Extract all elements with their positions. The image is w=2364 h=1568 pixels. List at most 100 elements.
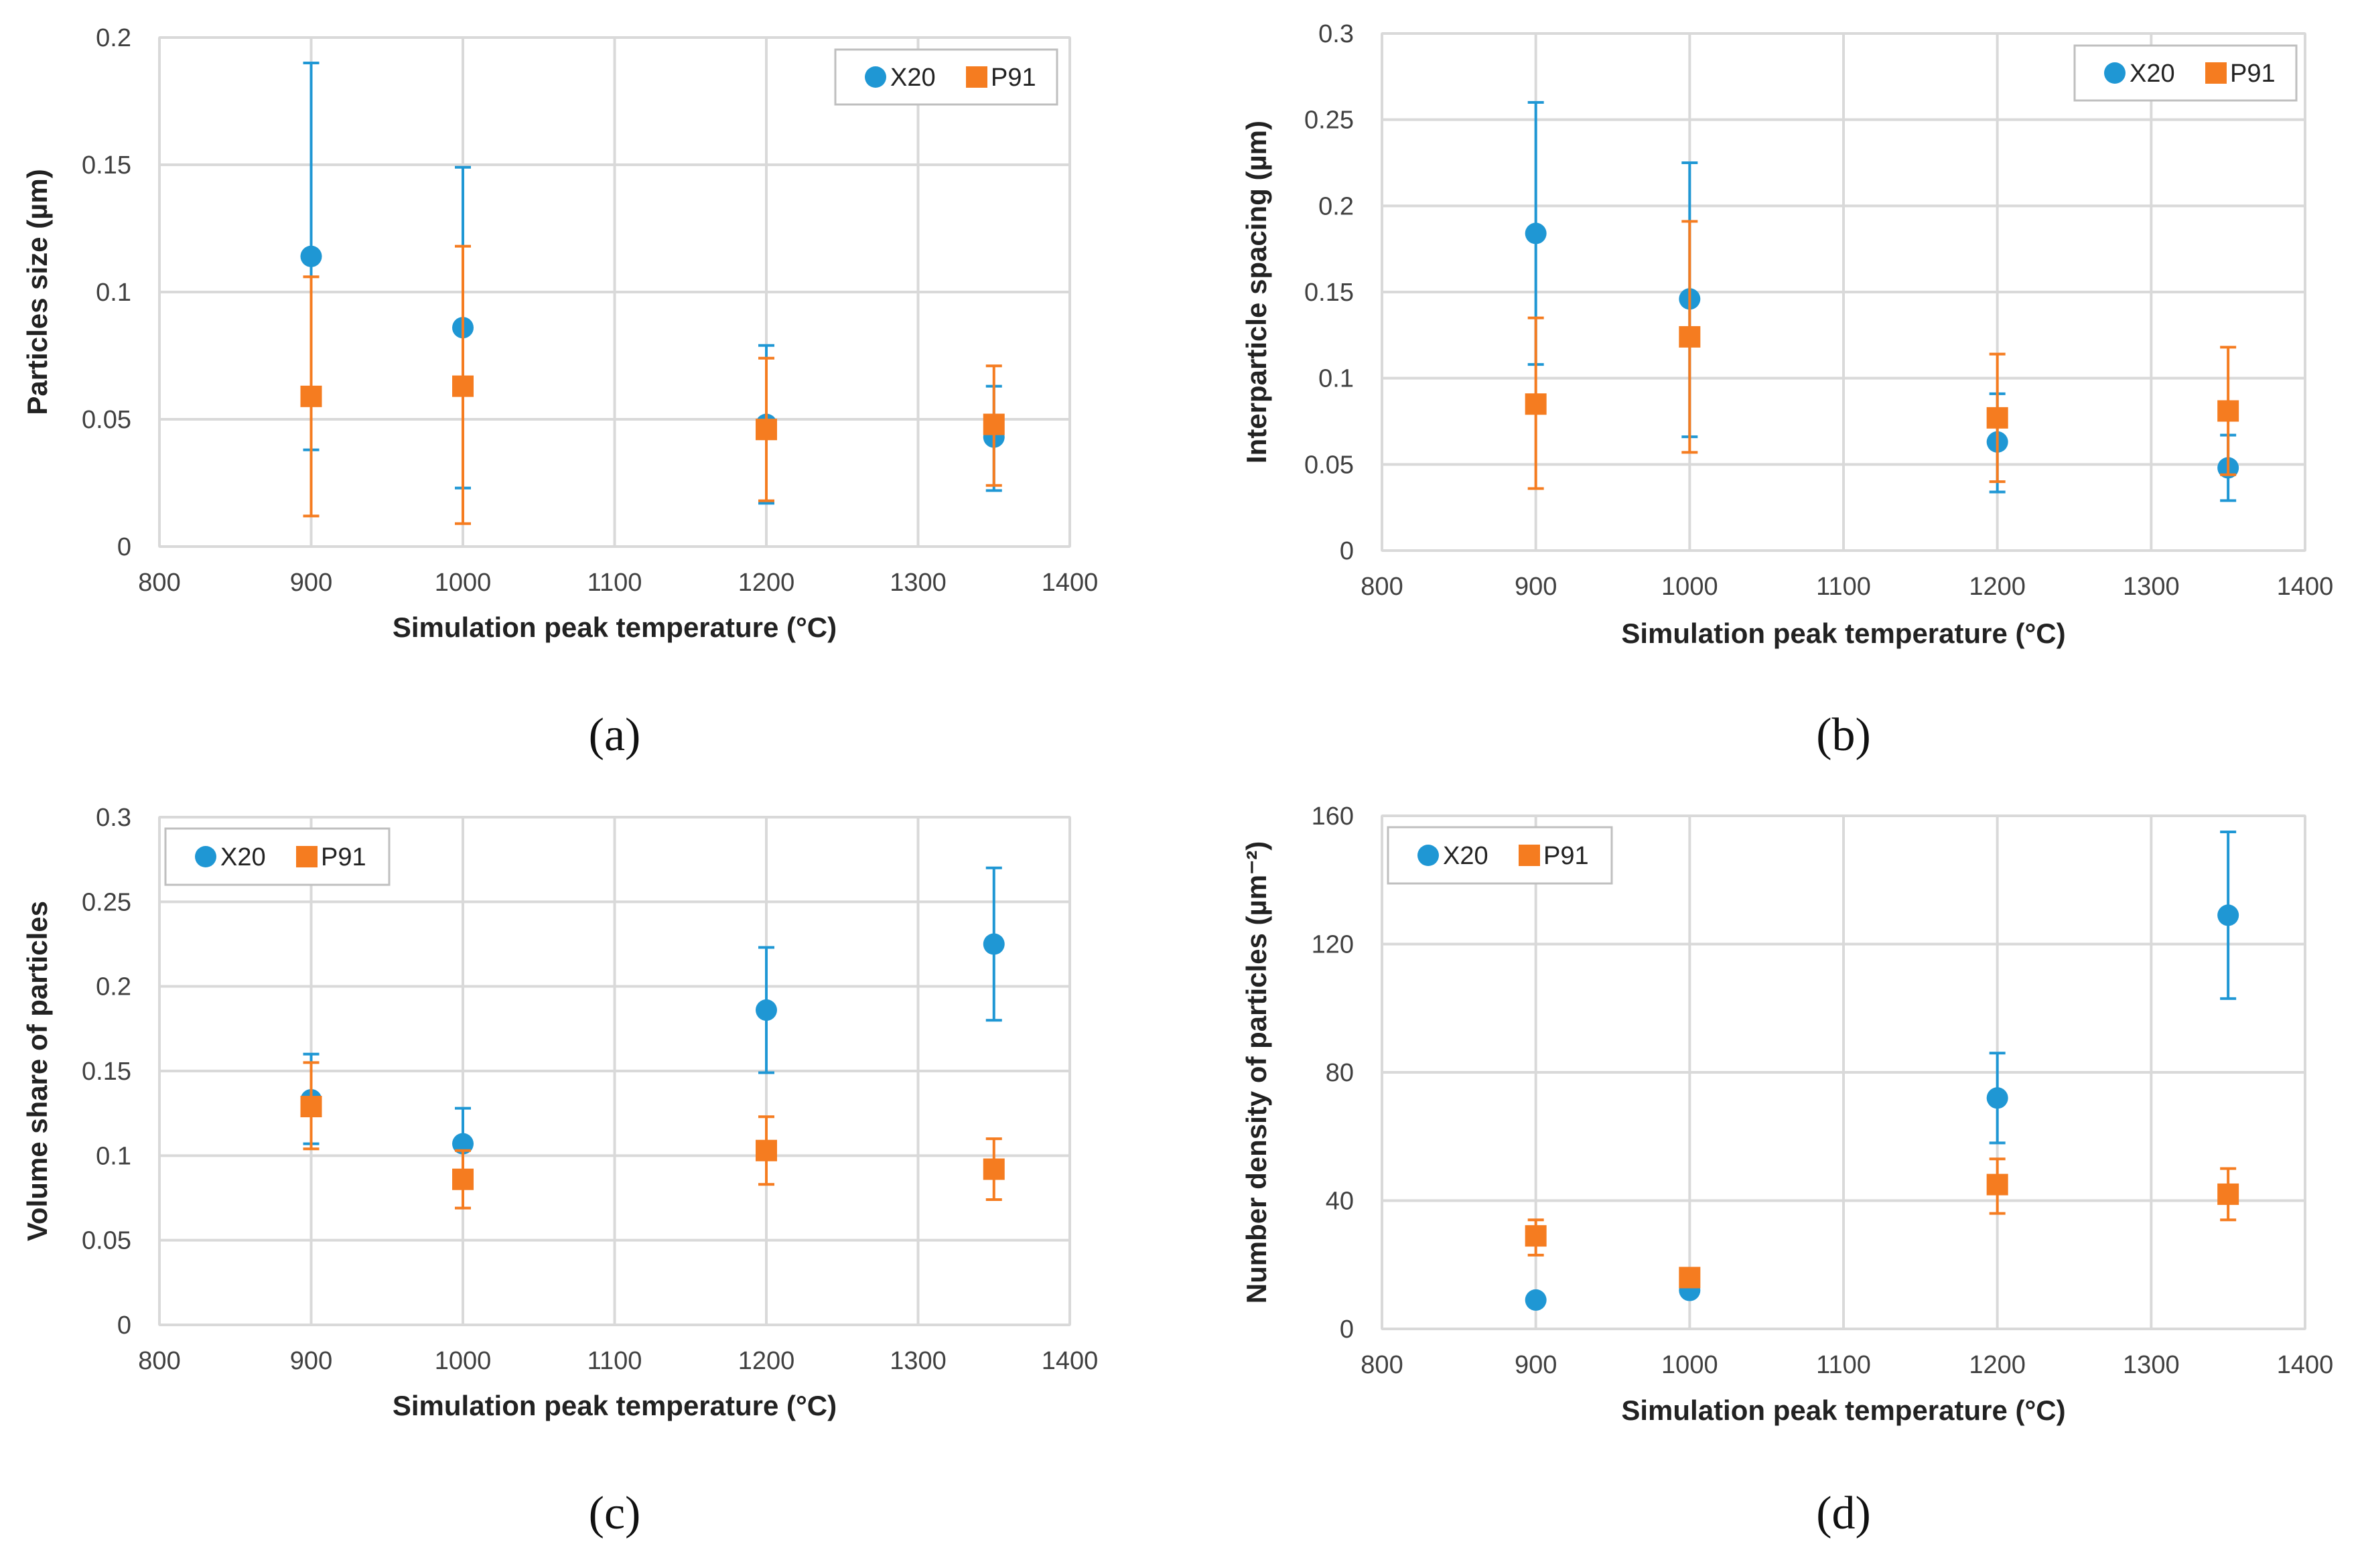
y-tick-label: 80: [1326, 1059, 1354, 1087]
data-point-p91: [300, 1096, 322, 1118]
y-tick-label: 120: [1312, 931, 1354, 959]
y-tick-label: 0.25: [1304, 106, 1354, 135]
legend: X20 P91: [2073, 44, 2298, 102]
x-tick-label: 1000: [435, 569, 492, 597]
series-x20: [300, 866, 1005, 1181]
y-tick-label: 0.05: [82, 406, 131, 434]
legend-marker-p91: [966, 66, 987, 88]
legend-label-x20: X20: [1443, 842, 1488, 870]
x-tick-label: 900: [1515, 1351, 1557, 1379]
y-tick-label: 0.05: [82, 1227, 131, 1255]
x-tick-label: 1200: [738, 569, 795, 597]
x-tick-label: 1300: [890, 569, 947, 597]
x-tick-label: 1400: [2277, 573, 2334, 601]
chart-panel-c: 800 900 1000 1100 1200 1300 1400 0 0.05 0.1 0.15 0.…: [21, 804, 1098, 1539]
y-tick-label: 0.2: [1318, 192, 1354, 220]
data-point-p91: [300, 385, 322, 407]
x-tick-label: 1300: [2123, 1351, 2180, 1379]
x-tick-label: 1200: [738, 1347, 795, 1375]
series-p91: [300, 244, 1005, 525]
series-x20: [1525, 100, 2239, 502]
y-tick-label: 0.05: [1304, 451, 1354, 479]
legend-marker-p91: [2205, 62, 2227, 84]
x-tick-label: 900: [1515, 573, 1557, 601]
legend-label-p91: P91: [321, 843, 366, 871]
data-point-x20: [1986, 1087, 2008, 1109]
x-tick-label: 1200: [1969, 573, 2026, 601]
y-tick-label: 0.1: [96, 1142, 131, 1170]
x-tick-label: 800: [1361, 573, 1403, 601]
x-tick-label: 1100: [587, 1347, 642, 1375]
legend-label-p91: P91: [1543, 842, 1589, 870]
series-p91: [300, 1061, 1005, 1210]
data-point-p91: [983, 413, 1005, 435]
y-tick-label: 0.15: [1304, 279, 1354, 307]
data-point-p91: [1679, 1267, 1701, 1289]
panel-label: (d): [1816, 1488, 1871, 1539]
x-tick-label: 1100: [587, 569, 642, 597]
data-point-p91: [452, 1168, 474, 1190]
legend-marker-x20: [1417, 845, 1439, 866]
legend-marker-x20: [2104, 62, 2126, 84]
series-x20: [300, 62, 1005, 505]
x-tick-label: 1300: [890, 1347, 947, 1375]
data-point-p91: [756, 1139, 777, 1161]
legend-marker-x20: [195, 846, 216, 867]
x-tick-label: 1400: [1042, 1347, 1099, 1375]
data-point-p91: [1986, 1173, 2008, 1196]
legend-marker-p91: [296, 846, 318, 867]
data-point-p91: [756, 419, 777, 441]
chart-panel-d: 800 900 1000 1100 1200 1300 1400 0 40 80 120 160 Sim…: [1241, 802, 2333, 1539]
data-point-p91: [2217, 1183, 2239, 1205]
data-point-p91: [1525, 393, 1547, 415]
x-tick-label: 1400: [2277, 1351, 2334, 1379]
y-tick-label: 40: [1326, 1188, 1354, 1216]
y-tick-label: 160: [1312, 802, 1354, 831]
legend-label-x20: X20: [220, 843, 266, 871]
x-tick-label: 1300: [2123, 573, 2180, 601]
x-tick-label: 1100: [1816, 1351, 1871, 1379]
y-tick-label: 0.3: [96, 804, 131, 832]
legend: X20 P91: [834, 48, 1058, 106]
y-axis-title: Interparticle spacing (µm): [1241, 121, 1272, 464]
y-tick-label: 0: [1340, 537, 1354, 565]
data-point-x20: [452, 1133, 474, 1155]
y-tick-label: 0.15: [82, 151, 131, 180]
y-axis-title: Volume share of particles: [21, 901, 53, 1241]
x-axis-title: Simulation peak temperature (°C): [1621, 618, 2065, 649]
data-point-p91: [2217, 400, 2239, 422]
x-tick-label: 1000: [1661, 573, 1718, 601]
x-axis-title: Simulation peak temperature (°C): [393, 612, 837, 643]
legend: X20 P91: [164, 827, 391, 886]
data-point-x20: [983, 933, 1005, 955]
x-axis-title: Simulation peak temperature (°C): [393, 1390, 837, 1421]
y-tick-label: 0: [117, 1311, 131, 1340]
data-point-p91: [1525, 1225, 1547, 1247]
x-axis-title: Simulation peak temperature (°C): [1621, 1395, 2065, 1426]
y-tick-label: 0.25: [82, 888, 131, 916]
x-tick-label: 1000: [1661, 1351, 1718, 1379]
y-tick-label: 0: [117, 533, 131, 561]
x-tick-label: 1100: [1816, 573, 1871, 601]
chart-panel-a: 800 900 1000 1100 1200 1300 1400 0 0.05 0.1 0.15 0.…: [21, 24, 1098, 761]
x-tick-label: 900: [290, 1347, 332, 1375]
y-tick-label: 0.2: [96, 973, 131, 1001]
data-point-x20: [2217, 904, 2239, 926]
series-p91: [1525, 1157, 2239, 1289]
chart-panel-b: 800 900 1000 1100 1200 1300 1400 0 0.05 0.1 0.15 0.…: [1241, 20, 2333, 761]
y-tick-label: 0.2: [96, 24, 131, 52]
data-point-x20: [756, 999, 777, 1021]
x-tick-label: 900: [290, 569, 332, 597]
legend-marker-x20: [865, 66, 886, 88]
y-tick-label: 0.1: [96, 279, 131, 307]
x-tick-label: 1200: [1969, 1351, 2026, 1379]
x-tick-label: 1400: [1042, 569, 1099, 597]
y-tick-label: 0.3: [1318, 20, 1354, 48]
panel-label: (a): [589, 709, 641, 761]
x-tick-label: 1000: [435, 1347, 492, 1375]
legend-marker-p91: [1519, 845, 1540, 866]
legend-label-p91: P91: [2230, 60, 2276, 88]
data-point-p91: [1986, 407, 2008, 429]
data-point-x20: [300, 245, 322, 267]
